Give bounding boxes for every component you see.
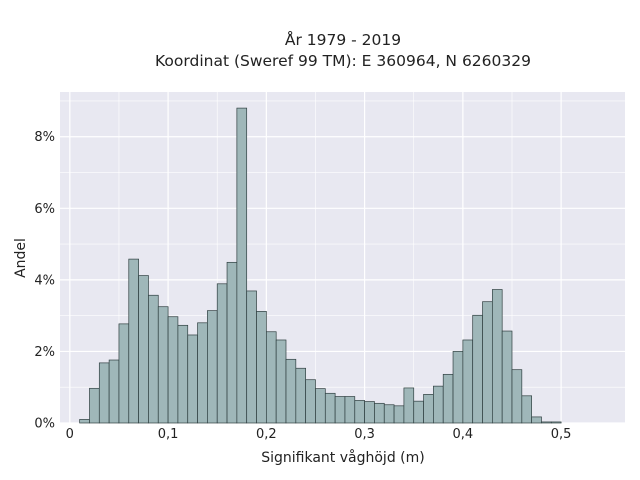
y-tick-label: 2% (34, 345, 55, 360)
histogram-bar (128, 258, 139, 424)
histogram-bar (354, 400, 365, 424)
histogram-bar (541, 421, 552, 424)
histogram-bar (531, 416, 542, 424)
histogram-bar (207, 310, 218, 424)
histogram-bars (79, 107, 562, 424)
histogram-bar (472, 314, 483, 424)
histogram-bar (403, 387, 415, 424)
chart-title-line-2: Koordinat (Sweref 99 TM): E 360964, N 62… (155, 52, 531, 70)
x-tick-label: 0,1 (158, 427, 179, 442)
y-tick-label: 4% (34, 273, 55, 288)
x-tick-label: 0,5 (551, 427, 572, 442)
histogram-bar (118, 323, 130, 424)
y-tick-label: 6% (34, 202, 55, 217)
x-axis-label: Signifikant våghöjd (m) (261, 449, 424, 466)
histogram-bar (413, 400, 424, 424)
histogram-bar (305, 379, 316, 424)
x-tick-label: 0,2 (256, 427, 277, 442)
histogram-bar (423, 394, 434, 424)
histogram-bar (197, 322, 208, 424)
y-tick-label: 0% (34, 417, 55, 432)
histogram-bar (108, 359, 120, 424)
histogram-bar (550, 421, 562, 424)
histogram-bar (157, 306, 169, 424)
y-axis-label: Andel (13, 238, 29, 278)
histogram-bar (344, 396, 356, 424)
histogram-bar (256, 311, 267, 424)
histogram-bar (491, 289, 503, 424)
y-axis-ticks: 0% 2% 4% 6% 8% (34, 130, 55, 431)
histogram-bar (511, 369, 523, 424)
histogram-bar (187, 334, 198, 424)
histogram-bar (374, 402, 385, 424)
histogram-bar (315, 388, 326, 424)
histogram-bar (364, 401, 375, 424)
histogram-bar (265, 331, 277, 424)
histogram-bar (216, 283, 228, 424)
histogram-bar (442, 373, 454, 424)
histogram-bar (98, 362, 110, 424)
x-tick-label: 0,4 (453, 427, 474, 442)
histogram-bar (285, 358, 297, 424)
histogram-bar (148, 294, 159, 424)
histogram-bar (433, 385, 444, 424)
histogram-bar (393, 405, 405, 424)
histogram-bar (138, 275, 149, 424)
histogram-bar (79, 419, 90, 424)
grid-lines (60, 92, 625, 424)
histogram-bar (226, 261, 238, 424)
x-axis-ticks: 0 0,1 0,2 0,3 0,4 0,5 (66, 427, 572, 442)
histogram-bar (462, 339, 474, 424)
histogram-bar (452, 351, 464, 424)
chart-title-line-1: År 1979 - 2019 (285, 30, 401, 49)
histogram-bar (236, 107, 248, 424)
x-tick-label: 0 (66, 427, 74, 442)
histogram-bar (275, 339, 287, 424)
histogram-bar (246, 290, 257, 424)
y-tick-label: 8% (34, 130, 55, 145)
x-tick-label: 0,3 (354, 427, 375, 442)
histogram-bar (482, 301, 493, 424)
histogram-bar (334, 396, 346, 424)
histogram-bar (324, 392, 336, 424)
histogram-bar (295, 367, 307, 424)
histogram-bar (501, 330, 513, 424)
histogram-bar (89, 387, 100, 424)
histogram-bar (167, 316, 179, 424)
histogram-bar (177, 324, 189, 424)
histogram-bar (383, 404, 395, 424)
histogram-bar (521, 395, 533, 424)
